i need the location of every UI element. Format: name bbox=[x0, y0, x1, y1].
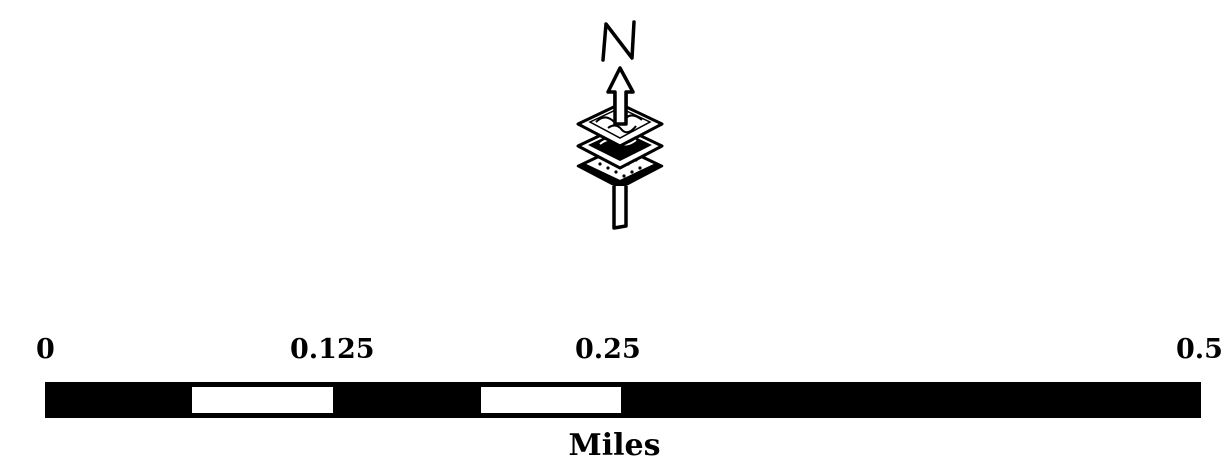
north-arrow bbox=[570, 18, 670, 238]
north-letter-n-icon bbox=[601, 20, 636, 62]
scale-bar-labels: 0 0.125 0.25 0.5 bbox=[0, 330, 1229, 370]
scale-bar-white-segment bbox=[481, 387, 621, 413]
scale-units-label: Miles bbox=[568, 428, 661, 463]
scale-tick-label-0: 0 bbox=[36, 334, 55, 365]
scale-tick-label-0-5: 0.5 bbox=[1176, 334, 1223, 365]
scale-tick-label-0-125: 0.125 bbox=[290, 334, 375, 365]
arrow-tail-icon bbox=[612, 186, 628, 230]
scale-bar-white-segment bbox=[192, 387, 333, 413]
scale-tick-label-0-25: 0.25 bbox=[575, 334, 641, 365]
scale-bar bbox=[45, 382, 1201, 418]
north-arrow-icon bbox=[576, 20, 664, 230]
